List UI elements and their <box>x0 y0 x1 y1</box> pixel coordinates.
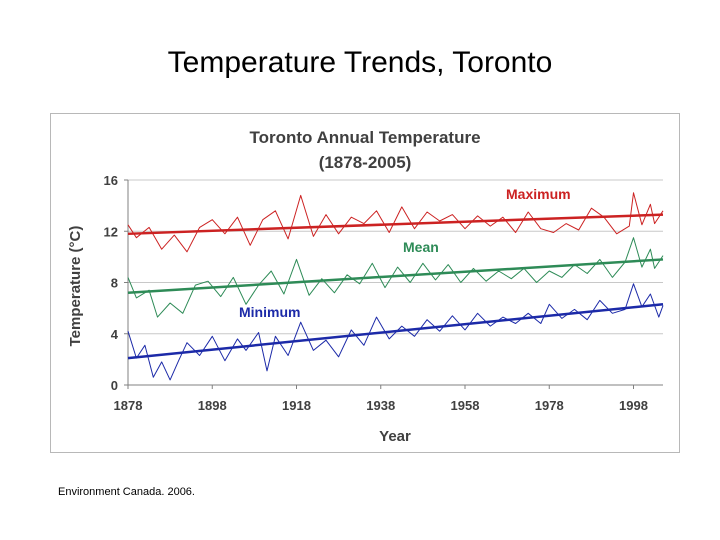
y-tick-label: 0 <box>111 378 118 393</box>
x-tick-label: 1878 <box>114 398 143 413</box>
chart-labels: Toronto Annual Temperature (1878-2005) Y… <box>67 128 648 445</box>
series-lines <box>127 192 664 381</box>
slide-title: Temperature Trends, Toronto <box>167 46 553 79</box>
x-tick-label: 1978 <box>535 398 564 413</box>
minimum-series-label: Minimum <box>239 304 300 320</box>
y-tick-label: 8 <box>111 276 118 291</box>
maximum-trend-line <box>127 213 664 236</box>
y-tick-label: 12 <box>104 224 118 239</box>
maximum-series-label: Maximum <box>506 186 571 202</box>
axes <box>124 179 663 389</box>
mean-series-line <box>127 237 664 318</box>
chart-frame: Toronto Annual Temperature (1878-2005) Y… <box>50 113 680 453</box>
y-tick-label: 16 <box>104 173 118 188</box>
y-axis-label: Temperature (°C) <box>67 226 84 347</box>
x-tick-label: 1898 <box>198 398 227 413</box>
mean-trend-line <box>127 258 664 294</box>
x-tick-label: 1958 <box>451 398 480 413</box>
chart-title: Toronto Annual Temperature <box>249 128 480 147</box>
maximum-series-line <box>127 192 664 253</box>
x-tick-label: 1918 <box>282 398 311 413</box>
x-axis-label: Year <box>379 428 411 445</box>
source-citation: Environment Canada. 2006. <box>58 486 195 498</box>
x-tick-label: 1938 <box>366 398 395 413</box>
minimum-series-line <box>127 283 664 381</box>
temperature-chart: Toronto Annual Temperature (1878-2005) Y… <box>67 128 664 445</box>
mean-series-label: Mean <box>403 239 439 255</box>
grid-lines <box>128 179 663 386</box>
minimum-trend-line <box>127 303 664 360</box>
chart-subtitle: (1878-2005) <box>319 153 412 172</box>
x-tick-label: 1998 <box>619 398 648 413</box>
y-tick-label: 4 <box>111 327 119 342</box>
